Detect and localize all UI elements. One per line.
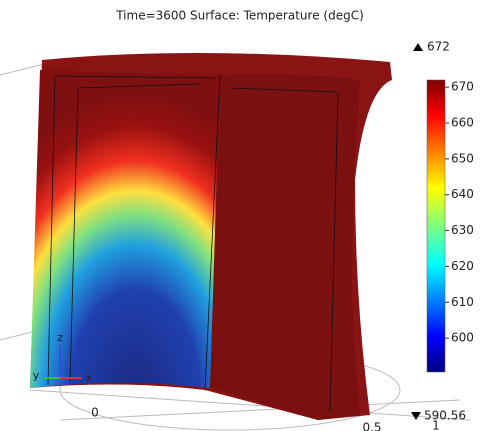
triad-label: y [33, 369, 40, 382]
colorbar-tick-label: 630 [451, 223, 474, 237]
colorbar-tick-label: 620 [451, 259, 474, 273]
solid-front [30, 70, 220, 388]
colorbar-tick-label: 600 [451, 331, 474, 345]
title: Time=3600 Surface: Temperature (degC) [115, 9, 364, 23]
colorbar-tick-label: 650 [451, 151, 474, 165]
colorbar-tick-label: 640 [451, 187, 474, 201]
min-marker [411, 412, 421, 420]
colorbar-tick-label: 660 [451, 116, 474, 130]
triad [44, 345, 82, 379]
solid-side [210, 74, 360, 420]
axis-label: 0 [91, 406, 99, 420]
triad-label: x [86, 371, 93, 384]
triad-label: z [57, 331, 63, 344]
axis-label: 1 [432, 419, 440, 431]
max-marker [413, 43, 423, 51]
axis-label: 0.5 [362, 421, 381, 431]
colorbar [426, 79, 446, 373]
edges [47, 74, 339, 413]
colorbar-tick-label: 610 [451, 295, 474, 309]
max-label: 672 [427, 40, 450, 54]
colorbar-tick-label: 670 [451, 80, 474, 94]
min-label: 590.56 [424, 409, 466, 423]
